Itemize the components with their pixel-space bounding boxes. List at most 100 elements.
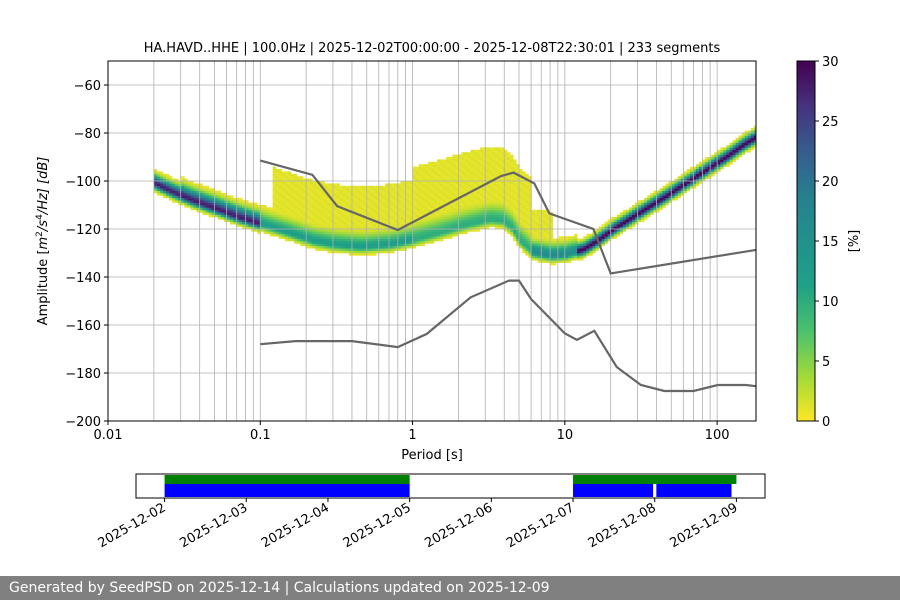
- heatmap-cell: [296, 209, 301, 213]
- heatmap-cell: [437, 231, 441, 235]
- heatmap-cell: [571, 248, 575, 251]
- heatmap-cell: [342, 250, 347, 254]
- heatmap-cell: [546, 214, 551, 218]
- heatmap-cell: [494, 188, 499, 191]
- heatmap-cell: [312, 231, 316, 235]
- heatmap-cell: [504, 152, 508, 155]
- heatmap-cell: [296, 236, 301, 239]
- heatmap-cell: [370, 229, 374, 232]
- heatmap-cell: [415, 205, 420, 208]
- heatmap-cell: [318, 188, 322, 191]
- heatmap-cell: [470, 226, 474, 230]
- heatmap-cell: [315, 209, 319, 213]
- heatmap-cell: [482, 226, 487, 230]
- heatmap-cell: [330, 202, 334, 206]
- heatmap-cell: [519, 197, 523, 201]
- heatmap-cell: [220, 195, 225, 199]
- heatmap-cell: [424, 183, 429, 187]
- heatmap-cell: [482, 171, 487, 175]
- heatmap-cell: [549, 243, 554, 247]
- heatmap-cell: [427, 209, 432, 213]
- heatmap-cell: [543, 248, 548, 251]
- heatmap-cell: [580, 245, 584, 249]
- heatmap-cell: [525, 209, 529, 213]
- heatmap-cell: [412, 245, 417, 249]
- heatmap-cell: [159, 193, 164, 196]
- heatmap-cell: [464, 200, 468, 203]
- heatmap-cell: [412, 181, 417, 184]
- heatmap-cell: [540, 209, 544, 213]
- heatmap-cell: [427, 214, 432, 218]
- heatmap-cell: [467, 219, 471, 223]
- heatmap-cell: [479, 169, 484, 172]
- heatmap-cell: [497, 166, 502, 170]
- heatmap-cell: [321, 202, 325, 206]
- heatmap-cell: [388, 224, 392, 227]
- heatmap-cell: [293, 241, 298, 244]
- heatmap-cell: [169, 197, 173, 201]
- heatmap-cell: [671, 181, 675, 184]
- heatmap-cell: [653, 190, 657, 194]
- heatmap-cell: [491, 154, 496, 158]
- heatmap-cell: [473, 195, 477, 199]
- heatmap-cell: [613, 231, 618, 235]
- heatmap-cell: [497, 214, 502, 218]
- heatmap-cell: [360, 190, 365, 194]
- heatmap-cell: [312, 193, 316, 196]
- heatmap-cell: [440, 207, 444, 211]
- heatmap-cell: [348, 188, 353, 191]
- heatmap-cell: [357, 233, 362, 237]
- heatmap-cell: [540, 226, 544, 230]
- heatmap-cell: [488, 159, 493, 163]
- heatmap-cell: [236, 200, 240, 203]
- heatmap-cell: [306, 226, 310, 230]
- heatmap-cell: [686, 185, 691, 189]
- heatmap-cell: [430, 226, 435, 230]
- heatmap-cell: [455, 181, 459, 184]
- heatmap-cell: [284, 209, 289, 213]
- heatmap-cell: [494, 161, 499, 165]
- heatmap-cell: [318, 224, 322, 227]
- timeline-tick-label: 2025-12-02: [96, 500, 169, 551]
- heatmap-cell: [427, 195, 432, 199]
- heatmap-cell: [458, 154, 462, 158]
- heatmap-cell: [543, 238, 548, 242]
- heatmap-cell: [312, 190, 316, 194]
- heatmap-cell: [242, 200, 246, 203]
- heatmap-cell: [644, 200, 648, 203]
- heatmap-cell: [434, 231, 438, 235]
- heatmap-cell: [501, 157, 505, 160]
- heatmap-cell: [385, 183, 389, 187]
- heatmap-cell: [427, 173, 432, 177]
- heatmap-cell: [324, 245, 328, 249]
- heatmap-cell: [312, 221, 316, 225]
- heatmap-cell: [196, 195, 200, 199]
- heatmap-cell: [281, 217, 286, 220]
- heatmap-cell: [449, 169, 453, 172]
- heatmap-cell: [446, 171, 450, 175]
- heatmap-cell: [501, 188, 505, 191]
- heatmap-cell: [613, 224, 618, 227]
- heatmap-cell: [430, 217, 435, 220]
- heatmap-cell: [293, 178, 298, 182]
- heatmap-cell: [507, 161, 511, 165]
- heatmap-cell: [205, 195, 209, 199]
- heatmap-cell: [373, 200, 377, 203]
- heatmap-cell: [549, 231, 554, 235]
- heatmap-cell: [601, 233, 605, 237]
- heatmap-cell: [470, 219, 474, 223]
- heatmap-cell: [321, 219, 325, 223]
- heatmap-cell: [239, 221, 243, 225]
- heatmap-cell: [735, 142, 739, 146]
- heatmap-cell: [187, 183, 191, 187]
- heatmap-cell: [309, 190, 313, 194]
- heatmap-cell: [491, 214, 496, 218]
- heatmap-cell: [385, 202, 389, 206]
- heatmap-cell: [153, 183, 158, 187]
- heatmap-cell: [284, 183, 289, 187]
- heatmap-cell: [601, 224, 605, 227]
- heatmap-cell: [568, 241, 572, 244]
- heatmap-cell: [464, 231, 468, 235]
- heatmap-cell: [400, 221, 404, 225]
- heatmap-cell: [290, 181, 295, 184]
